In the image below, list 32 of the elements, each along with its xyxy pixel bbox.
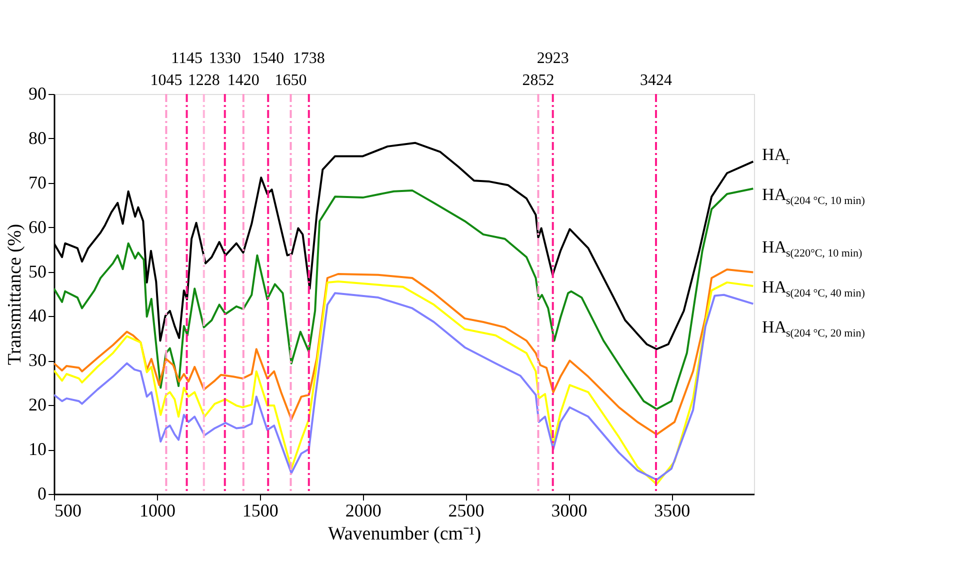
y-tick-label: 40 [28, 306, 46, 326]
y-tick-label: 10 [28, 439, 46, 460]
x-tick-label: 1000 [139, 500, 176, 520]
x-tick-label: 2000 [345, 500, 382, 520]
y-tick-label: 20 [28, 394, 46, 415]
x-tick-label: 500 [54, 500, 82, 520]
line-series [54, 188, 754, 410]
y-tick-label: 0 [38, 484, 46, 504]
ref-line-label: 1045 [150, 72, 182, 89]
x-tick-label: 3000 [551, 500, 588, 520]
ref-line-label: 2923 [536, 50, 569, 67]
y-axis-title: Transmittance (%) [4, 224, 26, 366]
x-axis-title: Wavenumber (cm⁻¹) [328, 524, 482, 544]
ref-line-label: 1228 [188, 72, 220, 89]
y-tick-label: 90 [28, 84, 46, 104]
y-tick-label: 50 [28, 261, 46, 282]
ref-line-label: 3424 [640, 72, 672, 89]
ref-line-label: 1145 [171, 50, 202, 67]
y-tick-label: 30 [28, 350, 46, 370]
ref-line-label: 1650 [274, 72, 307, 89]
y-tick-label: 70 [28, 172, 46, 192]
x-tick-label: 3500 [654, 500, 690, 520]
ref-line-label: 2852 [522, 72, 554, 89]
x-tick-label: 2500 [448, 500, 484, 520]
ref-line-label: 1330 [208, 50, 241, 67]
x-tick-label: 1500 [242, 500, 278, 520]
ref-line-label: 1540 [252, 50, 284, 67]
y-tick-label: 80 [28, 128, 46, 148]
y-tick-label: 60 [28, 216, 46, 237]
ref-line-label: 1420 [227, 72, 260, 89]
line-series [54, 268, 754, 436]
ref-line-label: 1738 [292, 50, 325, 67]
